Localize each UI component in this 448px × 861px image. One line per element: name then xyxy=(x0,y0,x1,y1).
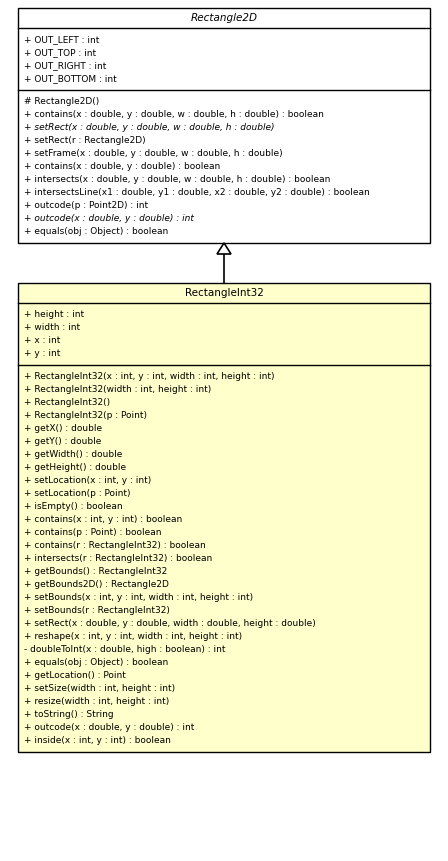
Text: + getX() : double: + getX() : double xyxy=(24,424,102,433)
Text: + setLocation(x : int, y : int): + setLocation(x : int, y : int) xyxy=(24,476,151,485)
Text: + OUT_BOTTOM : int: + OUT_BOTTOM : int xyxy=(24,74,117,83)
Text: RectangleInt32: RectangleInt32 xyxy=(185,288,263,298)
Text: + getLocation() : Point: + getLocation() : Point xyxy=(24,671,126,680)
Polygon shape xyxy=(217,243,231,254)
Text: + RectangleInt32(width : int, height : int): + RectangleInt32(width : int, height : i… xyxy=(24,385,211,394)
Text: - doubleToInt(x : double, high : boolean) : int: - doubleToInt(x : double, high : boolean… xyxy=(24,645,225,654)
Text: + getHeight() : double: + getHeight() : double xyxy=(24,463,126,472)
Text: + x : int: + x : int xyxy=(24,336,60,345)
Text: + outcode(p : Point2D) : int: + outcode(p : Point2D) : int xyxy=(24,201,148,210)
Text: + getBounds2D() : Rectangle2D: + getBounds2D() : Rectangle2D xyxy=(24,580,169,589)
Text: + intersectsLine(x1 : double, y1 : double, x2 : double, y2 : double) : boolean: + intersectsLine(x1 : double, y1 : doubl… xyxy=(24,188,370,197)
Text: + contains(x : double, y : double, w : double, h : double) : boolean: + contains(x : double, y : double, w : d… xyxy=(24,110,324,119)
Text: + OUT_RIGHT : int: + OUT_RIGHT : int xyxy=(24,61,106,70)
Text: + resize(width : int, height : int): + resize(width : int, height : int) xyxy=(24,697,169,706)
Text: + intersects(x : double, y : double, w : double, h : double) : boolean: + intersects(x : double, y : double, w :… xyxy=(24,175,330,184)
Text: + setBounds(r : RectangleInt32): + setBounds(r : RectangleInt32) xyxy=(24,606,170,615)
Text: + getBounds() : RectangleInt32: + getBounds() : RectangleInt32 xyxy=(24,567,167,576)
Text: + outcode(x : double, y : double) : int: + outcode(x : double, y : double) : int xyxy=(24,723,194,732)
Text: + setFrame(x : double, y : double, w : double, h : double): + setFrame(x : double, y : double, w : d… xyxy=(24,149,283,158)
Text: + width : int: + width : int xyxy=(24,323,80,332)
Text: + setSize(width : int, height : int): + setSize(width : int, height : int) xyxy=(24,684,175,693)
Text: + setBounds(x : int, y : int, width : int, height : int): + setBounds(x : int, y : int, width : in… xyxy=(24,593,253,602)
Text: + height : int: + height : int xyxy=(24,310,84,319)
Text: + OUT_TOP : int: + OUT_TOP : int xyxy=(24,48,96,57)
Text: + reshape(x : int, y : int, width : int, height : int): + reshape(x : int, y : int, width : int,… xyxy=(24,632,242,641)
Text: + contains(r : RectangleInt32) : boolean: + contains(r : RectangleInt32) : boolean xyxy=(24,541,206,550)
Text: + setRect(r : Rectangle2D): + setRect(r : Rectangle2D) xyxy=(24,136,146,145)
Text: + RectangleInt32(): + RectangleInt32() xyxy=(24,398,110,407)
Text: + intersects(r : RectangleInt32) : boolean: + intersects(r : RectangleInt32) : boole… xyxy=(24,554,212,563)
Text: + setRect(x : double, y : double, width : double, height : double): + setRect(x : double, y : double, width … xyxy=(24,619,316,628)
Text: # Rectangle2D(): # Rectangle2D() xyxy=(24,97,99,106)
Bar xyxy=(18,8,430,243)
Text: Rectangle2D: Rectangle2D xyxy=(190,13,258,23)
Text: + equals(obj : Object) : boolean: + equals(obj : Object) : boolean xyxy=(24,227,168,236)
Text: + contains(x : double, y : double) : boolean: + contains(x : double, y : double) : boo… xyxy=(24,162,220,171)
Text: + getWidth() : double: + getWidth() : double xyxy=(24,450,122,459)
Text: + outcode(x : double, y : double) : int: + outcode(x : double, y : double) : int xyxy=(24,214,194,223)
Text: + RectangleInt32(p : Point): + RectangleInt32(p : Point) xyxy=(24,411,147,420)
Text: + getY() : double: + getY() : double xyxy=(24,437,101,446)
Text: + OUT_LEFT : int: + OUT_LEFT : int xyxy=(24,35,99,44)
Text: + equals(obj : Object) : boolean: + equals(obj : Object) : boolean xyxy=(24,658,168,667)
Text: + contains(x : int, y : int) : boolean: + contains(x : int, y : int) : boolean xyxy=(24,515,182,524)
Text: + isEmpty() : boolean: + isEmpty() : boolean xyxy=(24,502,123,511)
Text: + setLocation(p : Point): + setLocation(p : Point) xyxy=(24,489,130,498)
Text: + toString() : String: + toString() : String xyxy=(24,710,114,719)
Text: + RectangleInt32(x : int, y : int, width : int, height : int): + RectangleInt32(x : int, y : int, width… xyxy=(24,372,275,381)
Text: + setRect(x : double, y : double, w : double, h : double): + setRect(x : double, y : double, w : do… xyxy=(24,123,275,132)
Text: + y : int: + y : int xyxy=(24,349,60,358)
Text: + inside(x : int, y : int) : boolean: + inside(x : int, y : int) : boolean xyxy=(24,736,171,745)
Text: + contains(p : Point) : boolean: + contains(p : Point) : boolean xyxy=(24,528,161,537)
Bar xyxy=(18,283,430,752)
